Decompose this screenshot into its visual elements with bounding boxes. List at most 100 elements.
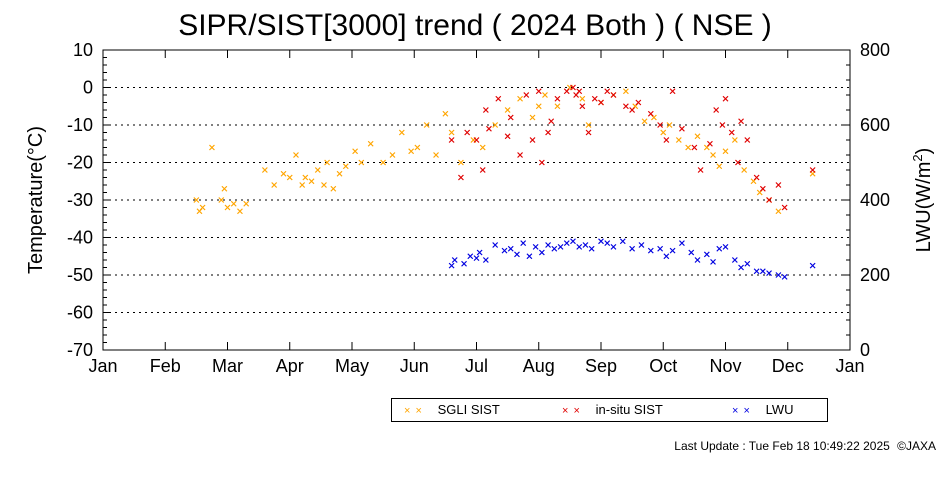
data-point (199, 204, 206, 211)
data-point (501, 247, 508, 254)
legend-entry-lwu: × × LWU (732, 402, 794, 417)
data-point (224, 204, 231, 211)
data-point (694, 257, 701, 263)
data-point (713, 107, 720, 113)
data-point (576, 243, 583, 250)
data-point (728, 129, 735, 136)
data-point (579, 103, 586, 110)
y2-tick-label: 0 (860, 340, 870, 360)
data-point (448, 262, 455, 269)
data-point (588, 245, 595, 252)
data-point (759, 185, 766, 192)
footer: Last Update : Tue Feb 18 10:49:22 2025 ©… (674, 439, 936, 453)
data-point (710, 258, 716, 265)
data-point (722, 148, 729, 155)
data-point (280, 170, 287, 177)
data-point (433, 152, 439, 158)
data-point (495, 95, 502, 102)
data-point (675, 137, 682, 143)
legend-entry-insitu: × × in-situ SIST (562, 402, 663, 417)
data-point (535, 103, 542, 110)
data-point (703, 251, 710, 258)
data-point (775, 182, 782, 188)
data-point (243, 200, 250, 207)
legend-marker-sgli: × × (404, 405, 423, 417)
data-point (598, 238, 604, 245)
data-point (663, 137, 670, 143)
data-point (209, 144, 215, 151)
data-point (218, 197, 225, 203)
data-point (237, 208, 243, 215)
copyright-text: ©JAXA (897, 439, 936, 453)
legend-marker-insitu: × × (562, 405, 581, 417)
data-point (517, 152, 523, 158)
data-point (598, 99, 604, 106)
data-point (731, 137, 738, 143)
series-2 (448, 238, 816, 280)
data-point (271, 182, 278, 188)
data-point (554, 95, 561, 102)
data-point (324, 159, 331, 166)
y2-tick-label: 200 (860, 265, 890, 285)
data-point (741, 167, 748, 173)
data-point (563, 240, 570, 247)
data-point (548, 118, 555, 125)
data-point (781, 204, 788, 211)
data-point (492, 122, 499, 128)
data-point (731, 257, 738, 263)
y-tick-label: -70 (67, 340, 93, 360)
data-point (722, 95, 729, 102)
x-tick-label: Apr (276, 356, 304, 376)
data-point (685, 144, 692, 151)
data-point (688, 249, 695, 256)
data-point (809, 167, 816, 173)
data-point (414, 144, 421, 151)
data-point (576, 88, 583, 95)
data-point (604, 240, 611, 247)
data-point (629, 245, 636, 252)
data-point (302, 174, 309, 181)
grid-lines (103, 87, 850, 313)
data-point (744, 137, 751, 143)
data-point (738, 118, 744, 125)
data-point (532, 243, 539, 250)
data-point (554, 103, 561, 110)
data-point (666, 122, 673, 128)
data-point (504, 107, 511, 113)
x-tick-label: Jul (465, 356, 488, 376)
data-point (551, 245, 558, 252)
data-point (520, 240, 527, 247)
data-point (619, 238, 626, 245)
data-point (538, 159, 545, 166)
y-tick-label: -30 (67, 190, 93, 210)
data-point (582, 242, 589, 248)
data-point (448, 129, 455, 136)
data-point (679, 240, 685, 247)
data-point (461, 260, 467, 267)
data-point (299, 182, 306, 188)
data-point (622, 88, 629, 95)
data-point (641, 118, 648, 125)
tick-labels: 100-10-20-30-40-50-60-708006004002000Jan… (67, 40, 890, 376)
y2-axis-title: LWU(W/m2) (910, 148, 935, 253)
y-tick-label: -10 (67, 115, 93, 135)
x-tick-label: Jan (835, 356, 864, 376)
data-point (526, 253, 533, 260)
data-point (622, 103, 629, 110)
x-tick-label: Jun (400, 356, 429, 376)
y-tick-label: -60 (67, 303, 93, 323)
chart-title: SIPR/SIST[3000] trend ( 2024 Both ) ( NS… (178, 9, 772, 42)
data-point (314, 167, 321, 173)
data-point (261, 167, 268, 173)
data-point (585, 129, 592, 136)
axis-ticks (102, 49, 851, 351)
data-point (482, 107, 489, 113)
data-point (591, 95, 598, 102)
data-point (321, 182, 327, 188)
data-point (697, 167, 704, 173)
data-point (482, 257, 489, 263)
data-point (679, 125, 685, 132)
legend-entry-sgli: × × SGLI SIST (404, 402, 500, 417)
data-point (423, 122, 430, 128)
x-tick-label: Sep (585, 356, 617, 376)
